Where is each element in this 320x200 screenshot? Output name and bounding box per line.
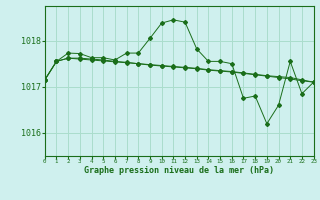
X-axis label: Graphe pression niveau de la mer (hPa): Graphe pression niveau de la mer (hPa) <box>84 166 274 175</box>
